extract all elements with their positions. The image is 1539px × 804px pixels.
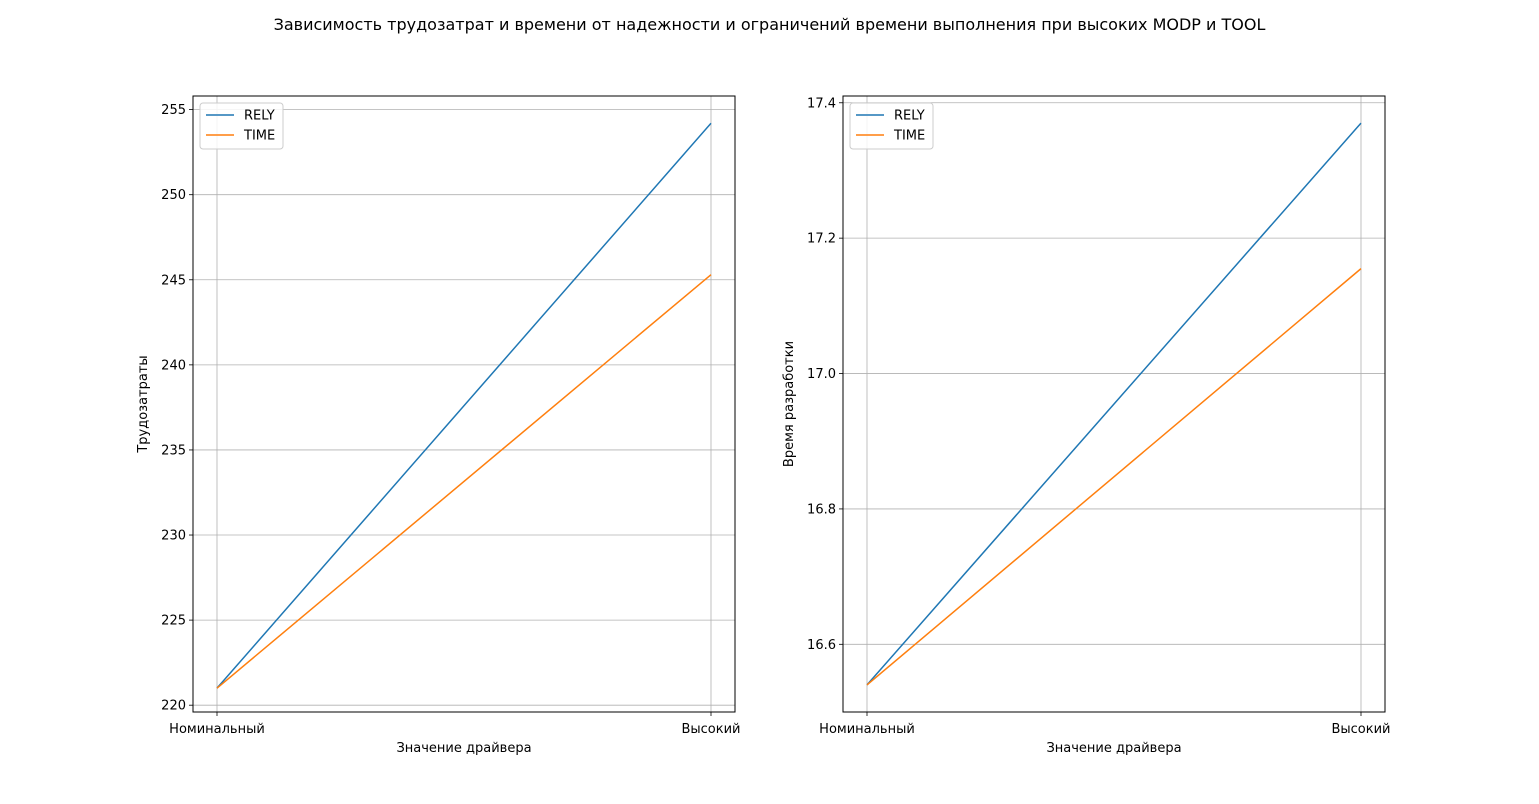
x-tick-label: Высокий	[681, 722, 740, 737]
y-axis-label: Время разработки	[782, 341, 797, 467]
y-tick-label: 225	[161, 614, 186, 629]
y-axis-label: Трудозатраты	[136, 355, 151, 453]
y-tick-label: 17.4	[807, 96, 836, 111]
legend-label-rely: RELY	[244, 109, 275, 124]
y-tick-label: 16.8	[807, 502, 836, 517]
y-tick-label: 220	[161, 699, 186, 714]
x-tick-label: Высокий	[1331, 722, 1390, 737]
legend: RELY TIME	[199, 102, 284, 150]
subplot-time: 16.6 16.8 17.0 17.2 17.4 Номинальный Высокий Зн…	[782, 95, 1391, 756]
legend-label-rely: RELY	[894, 109, 925, 124]
y-tick-label: 240	[161, 358, 186, 373]
y-tick-label: 17.2	[807, 232, 836, 247]
legend-label-time: TIME	[893, 129, 925, 144]
y-tick-label: 16.6	[807, 638, 836, 653]
figure-title: Зависимость трудозатрат и времени от над…	[274, 15, 1266, 34]
x-axis-label: Значение драйвера	[396, 741, 531, 756]
y-tick-label: 250	[161, 188, 186, 203]
x-axis-label: Значение драйвера	[1046, 741, 1181, 756]
legend: RELY TIME	[849, 102, 934, 150]
y-tick-label: 255	[161, 103, 186, 118]
y-tick-label: 245	[161, 273, 186, 288]
series-line-rely	[866, 122, 1362, 686]
y-tick-label: 17.0	[807, 367, 836, 382]
axes-frame	[192, 95, 736, 713]
axes-frame	[842, 95, 1386, 713]
x-tick-label: Номинальный	[169, 722, 265, 737]
series-line-time	[866, 268, 1362, 686]
x-tick-label: Номинальный	[819, 722, 915, 737]
subplot-effort: 220 225 230 235 240 245 250 255 Номинальный Высок…	[136, 95, 741, 756]
legend-label-time: TIME	[243, 129, 275, 144]
y-tick-label: 235	[161, 443, 186, 458]
series-line-rely	[216, 122, 712, 689]
y-tick-label: 230	[161, 529, 186, 544]
series-line-time	[216, 274, 712, 689]
